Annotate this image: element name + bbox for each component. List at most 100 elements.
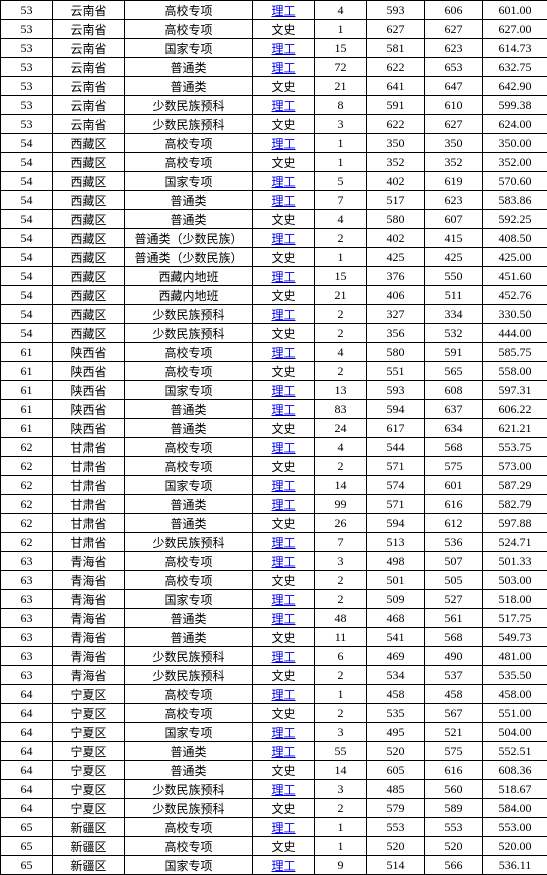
table-cell: 536 — [425, 533, 483, 552]
subject-link[interactable]: 理工 — [271, 99, 295, 113]
table-cell[interactable]: 理工 — [253, 96, 315, 115]
table-cell: 507 — [425, 552, 483, 571]
table-cell[interactable]: 理工 — [253, 229, 315, 248]
subject-link[interactable]: 理工 — [271, 346, 295, 360]
table-cell[interactable]: 理工 — [253, 856, 315, 875]
subject-link[interactable]: 理工 — [271, 821, 295, 835]
table-cell[interactable]: 理工 — [253, 647, 315, 666]
table-cell[interactable]: 理工 — [253, 305, 315, 324]
table-row: 63青海省普通类文史11541568549.73 — [1, 628, 547, 647]
table-cell: 文史 — [253, 571, 315, 590]
subject-link[interactable]: 理工 — [271, 555, 295, 569]
table-cell[interactable]: 理工 — [253, 723, 315, 742]
table-cell[interactable]: 理工 — [253, 533, 315, 552]
table-cell[interactable]: 理工 — [253, 191, 315, 210]
subject-link[interactable]: 理工 — [271, 4, 295, 18]
subject-link[interactable]: 理工 — [271, 403, 295, 417]
table-cell[interactable]: 理工 — [253, 495, 315, 514]
subject-link[interactable]: 理工 — [271, 479, 295, 493]
subject-link[interactable]: 理工 — [271, 384, 295, 398]
table-cell: 608.36 — [483, 761, 547, 780]
subject-link[interactable]: 理工 — [271, 137, 295, 151]
table-cell[interactable]: 理工 — [253, 39, 315, 58]
table-cell[interactable]: 理工 — [253, 438, 315, 457]
table-cell[interactable]: 理工 — [253, 609, 315, 628]
table-row: 53云南省高校专项理工4593606601.00 — [1, 1, 547, 20]
table-cell[interactable]: 理工 — [253, 134, 315, 153]
table-cell: 7 — [315, 533, 367, 552]
table-cell: 9 — [315, 856, 367, 875]
table-cell: 62 — [1, 495, 53, 514]
table-cell: 普通类 — [125, 400, 253, 419]
table-cell[interactable]: 理工 — [253, 742, 315, 761]
table-cell: 350.00 — [483, 134, 547, 153]
table-cell: 567 — [425, 704, 483, 723]
subject-link[interactable]: 理工 — [271, 270, 295, 284]
subject-link[interactable]: 理工 — [271, 498, 295, 512]
subject-link[interactable]: 理工 — [271, 783, 295, 797]
table-cell: 597.88 — [483, 514, 547, 533]
table-cell[interactable]: 理工 — [253, 343, 315, 362]
table-cell: 64 — [1, 799, 53, 818]
table-cell: 国家专项 — [125, 723, 253, 742]
table-row: 62甘肃省普通类文史26594612597.88 — [1, 514, 547, 533]
table-cell[interactable]: 理工 — [253, 1, 315, 20]
table-cell: 西藏区 — [53, 286, 125, 305]
table-cell: 高校专项 — [125, 343, 253, 362]
table-cell: 61 — [1, 343, 53, 362]
table-cell[interactable]: 理工 — [253, 552, 315, 571]
table-cell: 498 — [367, 552, 425, 571]
table-cell: 505 — [425, 571, 483, 590]
subject-link[interactable]: 理工 — [271, 612, 295, 626]
table-cell: 61 — [1, 419, 53, 438]
table-cell: 565 — [425, 362, 483, 381]
table-cell[interactable]: 理工 — [253, 400, 315, 419]
subject-link[interactable]: 理工 — [271, 726, 295, 740]
table-row: 54西藏区西藏内地班文史21406511452.76 — [1, 286, 547, 305]
table-cell: 501 — [367, 571, 425, 590]
subject-link[interactable]: 理工 — [271, 536, 295, 550]
table-cell: 582.79 — [483, 495, 547, 514]
table-row: 63青海省少数民族预科文史2534537535.50 — [1, 666, 547, 685]
subject-link[interactable]: 理工 — [271, 441, 295, 455]
table-cell: 599.38 — [483, 96, 547, 115]
table-row: 53云南省普通类理工72622653632.75 — [1, 58, 547, 77]
table-cell[interactable]: 理工 — [253, 685, 315, 704]
subject-link[interactable]: 理工 — [271, 650, 295, 664]
subject-link[interactable]: 理工 — [271, 859, 295, 873]
subject-link[interactable]: 理工 — [271, 688, 295, 702]
subject-link[interactable]: 理工 — [271, 308, 295, 322]
table-cell[interactable]: 理工 — [253, 780, 315, 799]
subject-link[interactable]: 理工 — [271, 745, 295, 759]
subject-link[interactable]: 理工 — [271, 175, 295, 189]
table-cell: 521 — [425, 723, 483, 742]
table-cell: 495 — [367, 723, 425, 742]
table-cell: 宁夏区 — [53, 685, 125, 704]
table-row: 54西藏区普通类（少数民族）理工2402415408.50 — [1, 229, 547, 248]
table-cell[interactable]: 理工 — [253, 818, 315, 837]
subject-link[interactable]: 理工 — [271, 194, 295, 208]
table-cell: 605 — [367, 761, 425, 780]
table-cell[interactable]: 理工 — [253, 172, 315, 191]
table-cell: 文史 — [253, 77, 315, 96]
table-cell[interactable]: 理工 — [253, 58, 315, 77]
table-cell: 青海省 — [53, 571, 125, 590]
subject-link[interactable]: 理工 — [271, 61, 295, 75]
table-cell: 高校专项 — [125, 818, 253, 837]
table-cell: 597.31 — [483, 381, 547, 400]
table-cell: 少数民族预科 — [125, 533, 253, 552]
table-cell: 558.00 — [483, 362, 547, 381]
subject-link[interactable]: 理工 — [271, 42, 295, 56]
table-cell: 少数民族预科 — [125, 115, 253, 134]
subject-link[interactable]: 理工 — [271, 232, 295, 246]
subject-link[interactable]: 理工 — [271, 593, 295, 607]
table-cell[interactable]: 理工 — [253, 381, 315, 400]
table-cell: 544 — [367, 438, 425, 457]
table-cell[interactable]: 理工 — [253, 590, 315, 609]
table-cell: 62 — [1, 476, 53, 495]
table-cell[interactable]: 理工 — [253, 267, 315, 286]
table-cell: 文史 — [253, 837, 315, 856]
table-cell: 53 — [1, 96, 53, 115]
table-cell[interactable]: 理工 — [253, 476, 315, 495]
table-cell: 2 — [315, 571, 367, 590]
